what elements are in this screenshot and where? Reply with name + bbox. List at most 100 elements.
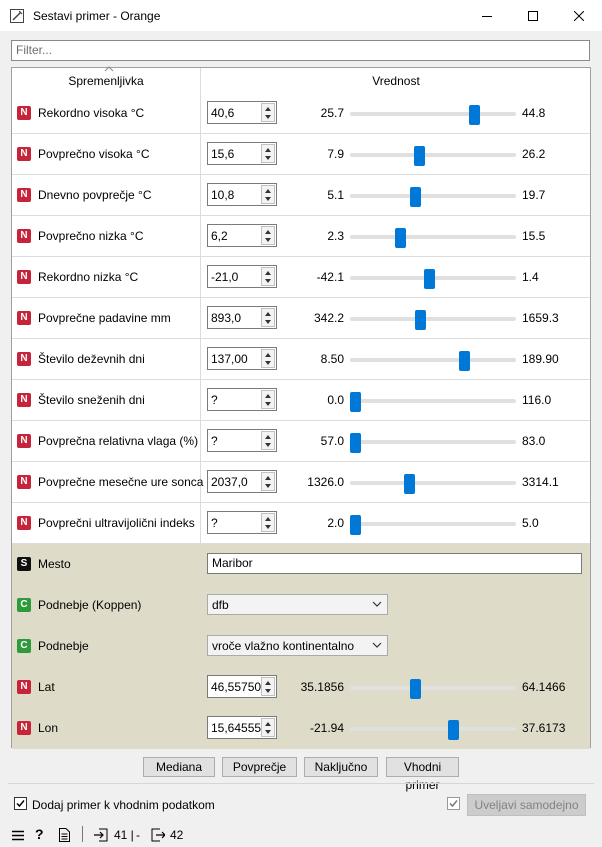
arrow-up-icon[interactable] [265,107,271,111]
slider-handle[interactable] [469,105,480,125]
value-slider[interactable] [350,269,516,289]
arrow-down-icon[interactable] [265,156,271,160]
arrow-down-icon[interactable] [265,689,271,693]
value-spinbox[interactable]: ? [207,388,277,411]
slider-handle[interactable] [448,720,459,740]
value-slider[interactable] [350,515,516,535]
arrow-down-icon[interactable] [265,279,271,283]
minimize-button[interactable] [464,0,510,31]
slider-handle[interactable] [350,515,361,535]
slider-handle[interactable] [350,433,361,453]
value-spinbox[interactable]: 2037,0 [207,470,277,493]
podnebje-combo[interactable]: vroče vlažno kontinentalno [207,635,388,656]
arrow-down-icon[interactable] [265,730,271,734]
arrow-up-icon[interactable] [265,189,271,193]
arrow-up-icon[interactable] [265,435,271,439]
arrow-up-icon[interactable] [265,230,271,234]
random-button[interactable]: Naključno [304,757,378,777]
slider-handle[interactable] [410,679,421,699]
median-button[interactable]: Mediana [143,757,215,777]
value-slider[interactable] [350,392,516,412]
podnebje-koppen-combo[interactable]: dfb [207,594,388,615]
arrow-down-icon[interactable] [265,197,271,201]
spinbox-arrows[interactable] [261,185,275,204]
slider-handle[interactable] [395,228,406,248]
spinbox-arrows[interactable] [261,390,275,409]
slider-handle[interactable] [410,187,421,207]
arrow-up-icon[interactable] [265,353,271,357]
value-spinbox[interactable]: 6,2 [207,224,277,247]
value-slider[interactable] [350,310,516,330]
value-spinbox[interactable]: ? [207,511,277,534]
spinbox-arrows[interactable] [261,103,275,122]
apply-button[interactable]: Uveljavi samodejno [467,794,586,816]
value-spinbox[interactable]: 10,8 [207,183,277,206]
value-slider[interactable] [350,433,516,453]
value-spinbox[interactable]: 137,00 [207,347,277,370]
value-spinbox[interactable]: 15,6 [207,142,277,165]
arrow-up-icon[interactable] [265,271,271,275]
arrow-down-icon[interactable] [265,484,271,488]
report-icon[interactable] [59,828,70,842]
app-icon [10,8,24,23]
value-slider[interactable] [350,228,516,248]
arrow-down-icon[interactable] [265,238,271,242]
arrow-down-icon[interactable] [265,402,271,406]
slider-handle[interactable] [404,474,415,494]
lat-slider[interactable] [350,679,516,699]
value-spinbox[interactable]: 40,6 [207,101,277,124]
spinbox-arrows[interactable] [261,472,275,491]
arrow-down-icon[interactable] [265,361,271,365]
arrow-up-icon[interactable] [265,394,271,398]
spinbox-arrows[interactable] [261,226,275,245]
filter-input[interactable]: Filter... [11,40,590,61]
arrow-up-icon[interactable] [265,681,271,685]
slider-handle[interactable] [459,351,470,371]
value-slider[interactable] [350,146,516,166]
slider-handle[interactable] [424,269,435,289]
append-label[interactable]: Dodaj primer k vhodnim podatkom [32,798,215,812]
append-checkbox[interactable] [14,797,27,810]
slider-handle[interactable] [415,310,426,330]
lat-spinbox[interactable]: 46,557500 [207,675,277,698]
spinbox-arrows[interactable] [261,144,275,163]
arrow-up-icon[interactable] [265,476,271,480]
close-button[interactable] [556,0,602,31]
input-instance-button[interactable]: Vhodni primer [386,757,459,792]
value-slider[interactable] [350,105,516,125]
lon-spinbox[interactable]: 15,645556 [207,716,277,739]
slider-handle[interactable] [350,392,361,412]
help-icon[interactable]: ? [35,826,44,842]
arrow-down-icon[interactable] [265,115,271,119]
spinbox-arrows[interactable] [261,308,275,327]
value-spinbox[interactable]: 893,0 [207,306,277,329]
arrow-down-icon[interactable] [265,525,271,529]
mesto-text-field[interactable]: Maribor [207,553,582,574]
variable-name: Rekordno nizka °C [38,270,139,284]
menu-icon[interactable] [12,830,24,841]
column-header-variable[interactable]: Spremenljivka [12,66,201,544]
lon-slider[interactable] [350,720,516,740]
value-spinbox[interactable]: -21,0 [207,265,277,288]
spinbox-arrows[interactable] [261,677,275,696]
arrow-up-icon[interactable] [265,722,271,726]
spinbox-arrows[interactable] [261,267,275,286]
column-header-value[interactable]: Vrednost [202,68,590,92]
spinbox-arrows[interactable] [261,718,275,737]
spinbox-arrows[interactable] [261,513,275,532]
arrow-up-icon[interactable] [265,517,271,521]
arrow-down-icon[interactable] [265,443,271,447]
value-slider[interactable] [350,187,516,207]
spinbox-arrows[interactable] [261,431,275,450]
value-slider[interactable] [350,474,516,494]
arrow-down-icon[interactable] [265,320,271,324]
value-spinbox[interactable]: ? [207,429,277,452]
spinbox-arrows[interactable] [261,349,275,368]
auto-apply-checkbox[interactable] [447,797,460,810]
value-slider[interactable] [350,351,516,371]
mean-button[interactable]: Povprečje [222,757,297,777]
arrow-up-icon[interactable] [265,148,271,152]
slider-handle[interactable] [414,146,425,166]
arrow-up-icon[interactable] [265,312,271,316]
maximize-button[interactable] [510,0,556,31]
